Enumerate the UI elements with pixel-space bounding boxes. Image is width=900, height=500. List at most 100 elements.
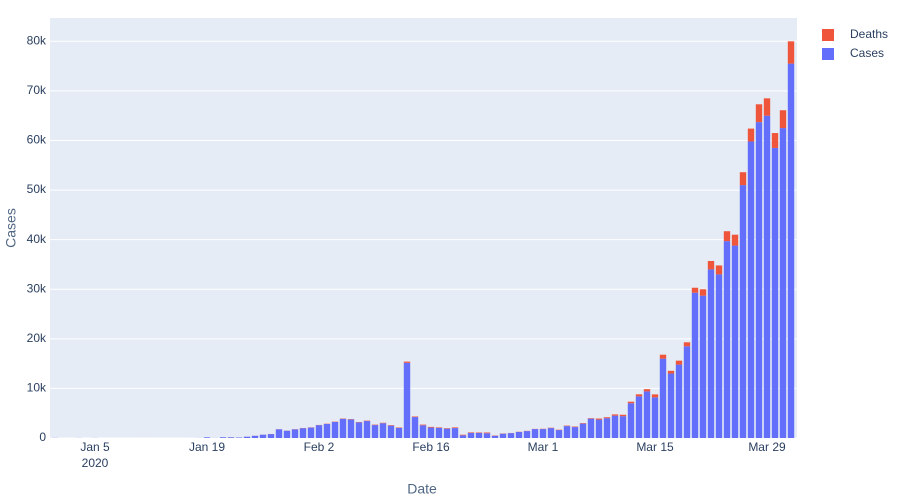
bar: [619, 414, 627, 417]
bar: [691, 287, 699, 293]
bar: [747, 141, 755, 438]
bar: [475, 432, 483, 438]
bar: [675, 360, 683, 365]
bar: [371, 425, 379, 438]
bar: [379, 423, 387, 438]
bar: [779, 110, 787, 129]
bar: [483, 433, 491, 438]
bar: [251, 435, 259, 438]
bar: [643, 389, 651, 392]
bar: [323, 423, 331, 438]
bar: [755, 122, 763, 438]
x-tick-label: Mar 29: [748, 440, 786, 454]
bar: [443, 428, 451, 438]
bar: [243, 436, 251, 438]
bar: [659, 358, 667, 438]
bar: [411, 416, 419, 418]
bar: [715, 274, 723, 438]
x-tick-label: Jan 5 2020: [80, 440, 110, 470]
bar: [491, 435, 499, 438]
bar: [419, 424, 427, 426]
bar: [603, 417, 611, 419]
bar: [459, 434, 467, 436]
bar: [515, 432, 523, 438]
bar: [331, 421, 339, 438]
bar: [643, 391, 651, 438]
bar: [771, 147, 779, 438]
bar: [363, 421, 371, 438]
y-tick-label: 70k: [27, 83, 47, 97]
plot-area: [50, 18, 797, 438]
bar: [731, 234, 739, 246]
bar: [219, 437, 227, 438]
bar: [531, 429, 539, 438]
y-tick-label: 30k: [27, 281, 47, 295]
bar: [299, 428, 307, 438]
bar: [667, 370, 675, 374]
bar: [427, 426, 435, 428]
bar: [675, 364, 683, 438]
bar: [651, 397, 659, 438]
bar: [747, 128, 755, 142]
bar: [691, 292, 699, 438]
bar: [227, 437, 235, 438]
bar: [403, 361, 411, 363]
bar: [403, 362, 411, 438]
bar: [459, 435, 467, 438]
bar: [755, 104, 763, 123]
bar: [659, 354, 667, 359]
x-axis-title: Date: [407, 481, 437, 497]
legend-label: Cases: [850, 46, 884, 60]
bar: [667, 373, 675, 438]
bar: [635, 396, 643, 438]
bar: [259, 434, 267, 438]
bar: [387, 425, 395, 426]
bar: [435, 427, 443, 428]
legend-swatch: [822, 29, 834, 41]
bar: [707, 269, 715, 438]
bar: [339, 418, 347, 438]
bar: [651, 394, 659, 398]
bar: [571, 426, 579, 428]
bar: [611, 415, 619, 438]
bar: [587, 418, 595, 438]
bar: [499, 433, 507, 438]
legend-swatch: [822, 48, 834, 60]
bar: [579, 423, 587, 438]
bar: [411, 417, 419, 438]
bar: [595, 418, 603, 420]
bar: [699, 289, 707, 296]
bar: [315, 425, 323, 438]
bar: [283, 430, 291, 438]
bar: [707, 260, 715, 270]
bar: [723, 241, 731, 438]
bar: [395, 427, 403, 438]
bar: [507, 433, 515, 438]
bar: [635, 394, 643, 397]
bar: [435, 427, 443, 438]
bar: [619, 416, 627, 438]
bar: [451, 428, 459, 438]
bar: [275, 429, 283, 438]
bar: [555, 430, 563, 438]
x-tick-label: Mar 1: [528, 440, 559, 454]
bar: [267, 434, 275, 438]
bar: [467, 432, 475, 438]
bar: [787, 63, 795, 438]
y-tick-label: 0: [39, 430, 46, 444]
bar: [771, 133, 779, 148]
bar: [779, 128, 787, 438]
bar: [611, 414, 619, 416]
y-tick-label: 20k: [27, 331, 47, 345]
x-tick-label: Jan 19: [189, 440, 225, 454]
x-tick-label: Mar 15: [636, 440, 674, 454]
bar: [603, 418, 611, 438]
y-axis-title: Cases: [3, 208, 19, 248]
bar: [563, 426, 571, 438]
legend-label: Deaths: [850, 27, 888, 41]
bar: [483, 432, 491, 434]
bar: [451, 427, 459, 429]
bar: [355, 422, 363, 438]
bar: [787, 41, 795, 64]
